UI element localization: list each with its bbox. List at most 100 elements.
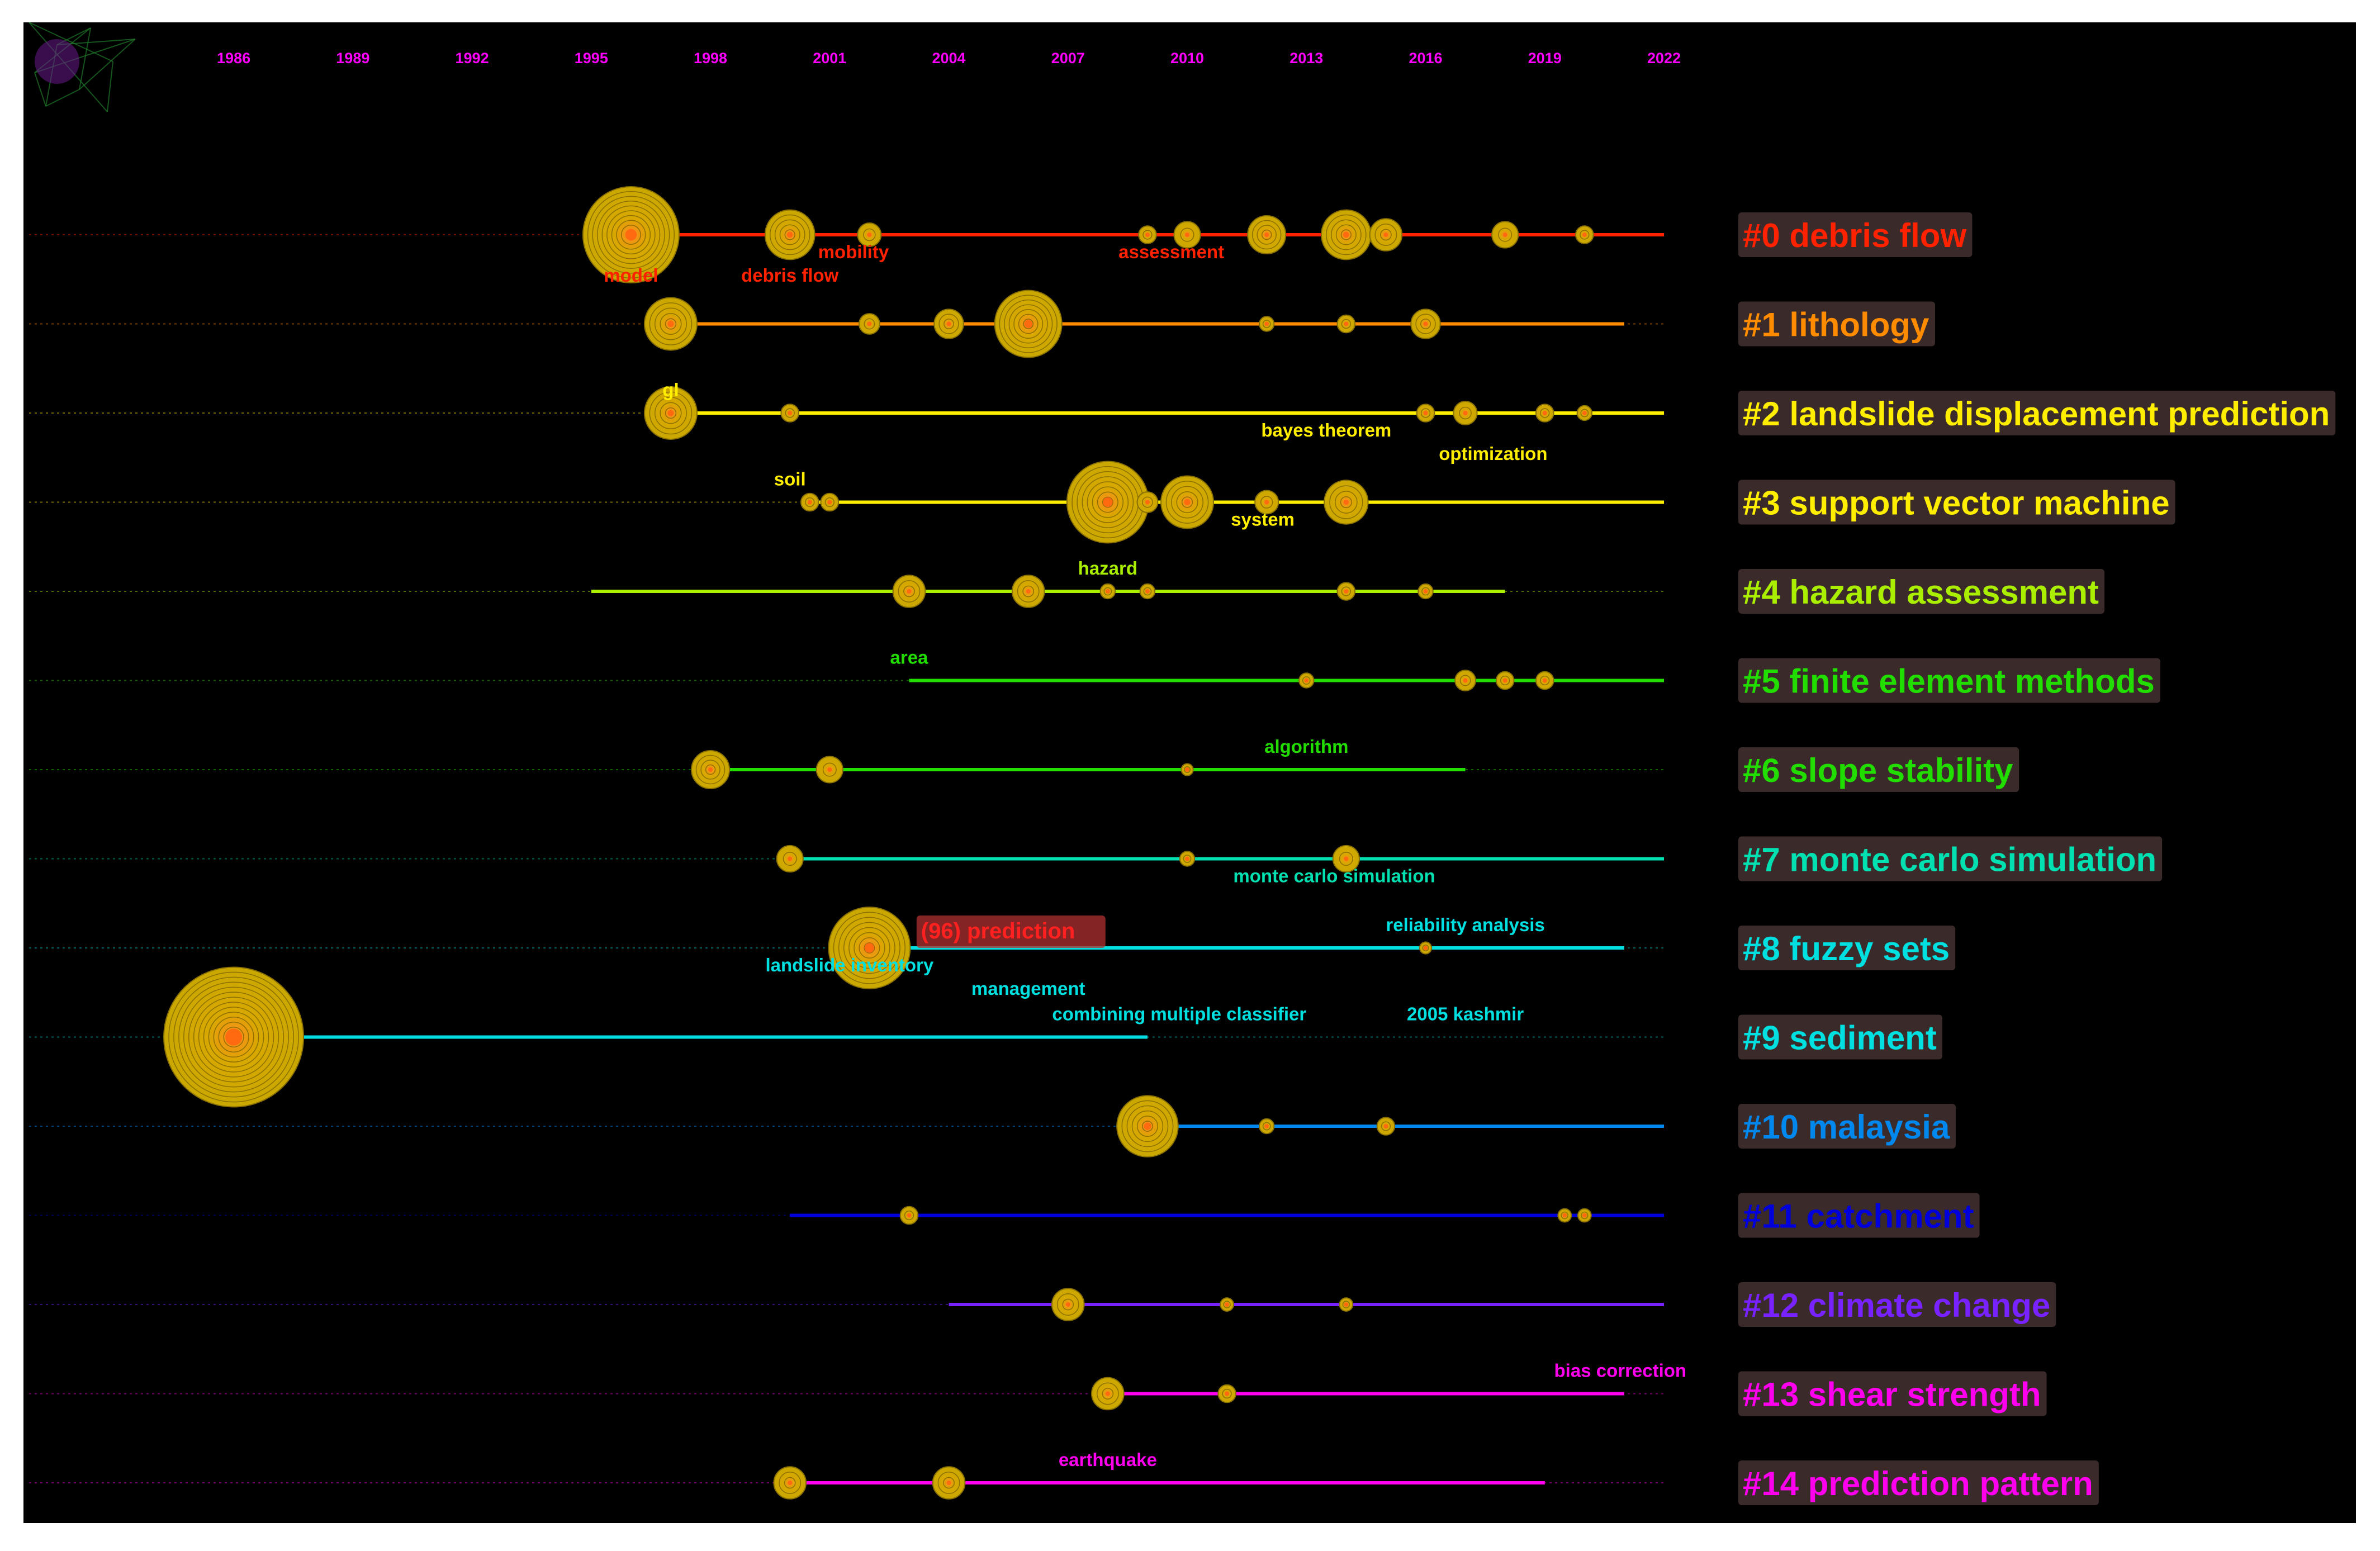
citation-ring [1260,496,1273,509]
citation-ring [1581,1211,1589,1220]
citation-ring [774,219,805,250]
year-tick-label: 2019 [1528,50,1562,67]
cluster-label: #9 sediment [1743,1019,1937,1057]
citation-core [1185,233,1190,237]
citation-ring [1092,486,1123,518]
citation-ring [784,1477,796,1489]
cluster-row: #1 lithology [29,290,1935,358]
citation-core [1423,321,1428,326]
cluster-label-box [1738,301,1935,347]
year-tick-label: 2001 [813,50,846,67]
cluster-label: #4 hazard assessment [1743,573,2099,611]
year-tick-label: 2016 [1409,50,1442,67]
citation-ring [1302,676,1311,685]
citation-ring [649,391,693,435]
keyword-term-label: hazard [1078,558,1137,578]
citation-ring [1102,1388,1114,1400]
cluster-row: gl bayes theorem optimization #2 landslide … [29,380,2336,464]
citation-core [1185,856,1190,861]
year-tick-label: 1998 [694,50,727,67]
network-blob [35,39,79,84]
citation-ring [1335,224,1357,245]
citation-ring [213,1017,254,1057]
citation-ring [1540,408,1550,418]
year-tick-label: 1992 [456,50,489,67]
citation-ring [1181,496,1193,508]
cluster-label: #0 debris flow [1743,217,1966,254]
cluster-label-box [1738,658,2160,703]
citation-ring [1165,481,1209,524]
keyword-term-label: management [971,978,1085,999]
citation-ring [783,851,797,866]
keyword-term-label: combining multiple classifier [1052,1004,1306,1024]
citation-ring [1121,1100,1174,1152]
citation-ring [999,295,1058,353]
citation-core [1463,411,1468,415]
cluster-row: #10 malaysia [29,1095,1956,1158]
citation-core [625,229,637,241]
citation-ring [785,408,795,418]
citation-core [1145,500,1150,505]
keyword-term-label: optimization [1439,443,1547,464]
citation-ring [665,318,677,330]
cluster-row: soil system #3 support vector machine [29,461,2175,544]
citation-ring [1018,314,1039,334]
cluster-label-box [1738,569,2105,614]
citation-core [1423,589,1428,594]
citation-core [1582,411,1587,415]
citation-ring [903,585,915,597]
citation-core [1502,678,1507,683]
citation-core [907,589,912,594]
citation-core [864,943,875,953]
citation-core [225,1028,243,1046]
citation-core [1225,1391,1230,1396]
citation-core [1383,1124,1388,1128]
keyword-term-label: soil [774,469,806,490]
citation-core [1582,1213,1587,1218]
citation-core [1105,589,1110,594]
citation-ring [1340,229,1352,240]
citation-ring [208,1012,259,1063]
citation-core [1502,233,1507,237]
cluster-label: #10 malaysia [1743,1108,1950,1146]
year-tick-label: 2004 [932,50,966,67]
citation-ring [938,314,959,334]
citation-ring [1500,675,1510,686]
citation-core [667,410,674,416]
citation-ring [596,201,665,269]
cluster-row: hazard #4 hazard assessment [29,558,2105,614]
cluster-label: #7 monte carlo simulation [1743,841,2156,879]
cluster-row: reliability analysis landslide inventory m… [29,907,1956,999]
citation-ring [1017,580,1040,603]
citation-ring [779,224,800,245]
citation-ring [1176,491,1198,514]
network-edge [34,72,46,107]
cluster-row: area #5 finite element methods [29,647,2160,703]
citation-ring [1459,406,1472,420]
citation-ring [1329,485,1363,519]
citation-ring [1340,496,1352,509]
citation-ring [944,319,955,329]
citation-core [1264,232,1269,238]
keyword-term-label: model [604,265,658,286]
year-tick-label: 2007 [1051,50,1085,67]
citation-ring [198,1002,269,1073]
cluster-label: #11 catchment [1743,1198,1974,1235]
citation-core [1026,589,1031,594]
citation-ring [1422,944,1429,952]
network-edge [29,22,113,62]
citation-ring [1082,476,1134,528]
citation-ring [1262,320,1271,328]
citation-ring [784,229,795,240]
citation-ring [1023,319,1034,329]
citation-ring [1330,219,1362,250]
citation-ring [1498,227,1513,242]
citation-ring [1561,1211,1568,1220]
citation-ring [620,225,641,245]
citation-core [786,231,793,238]
citation-ring [1142,1121,1153,1132]
citation-core [1225,1302,1230,1307]
citation-ring [769,214,810,255]
cluster-label-box [1738,1460,2099,1505]
citation-ring [779,1472,802,1494]
